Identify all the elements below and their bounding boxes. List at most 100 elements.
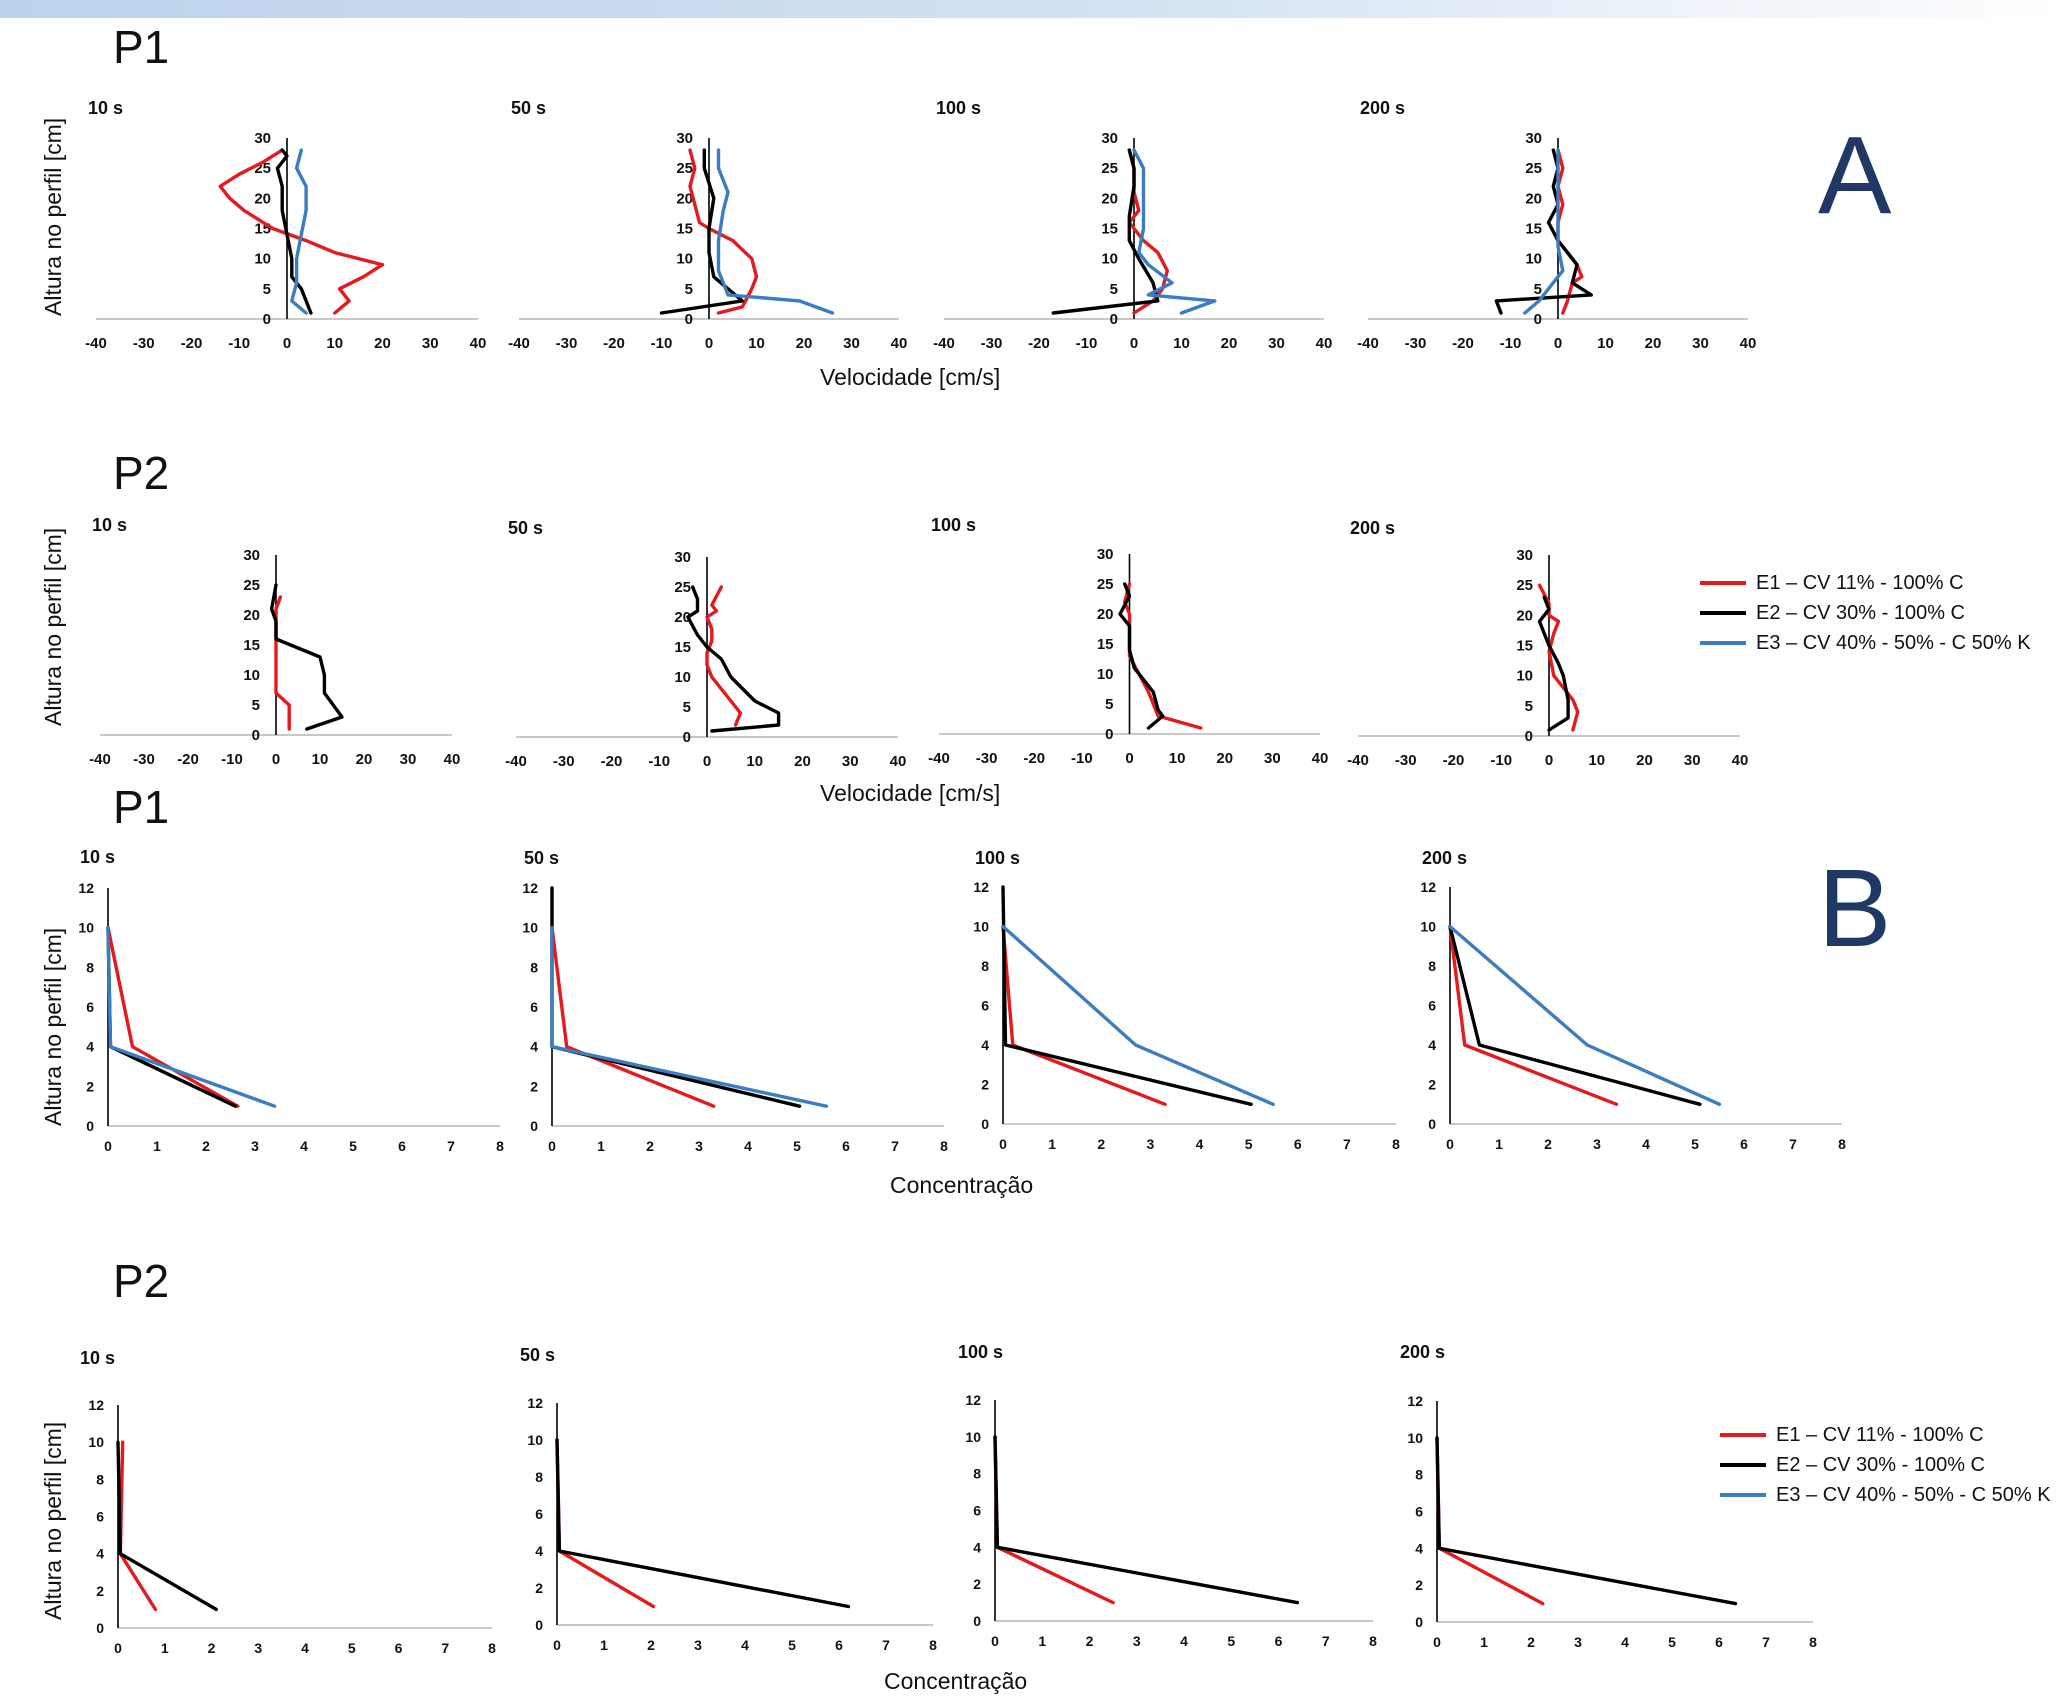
legend-label-e1: E1 – CV 11% - 100% C — [1756, 571, 1964, 594]
x-tick-label: 2 — [1097, 1136, 1105, 1152]
x-tick-label: 20 — [374, 335, 391, 352]
y-tick-label: 25 — [1097, 576, 1114, 593]
series-line-e1 — [218, 148, 385, 315]
series-line-e2 — [659, 148, 744, 315]
x-tick-label: 7 — [447, 1138, 455, 1154]
x-tick-label: 3 — [695, 1138, 703, 1154]
chart-title: 10 s — [80, 847, 115, 867]
x-tick-label: 10 — [312, 751, 329, 768]
x-tick-label: -40 — [933, 335, 955, 352]
x-tick-label: 3 — [1593, 1136, 1601, 1152]
y-tick-label: 15 — [1101, 221, 1118, 238]
x-tick-label: -30 — [556, 335, 578, 352]
y-tick-label: 8 — [530, 959, 538, 975]
x-tick-label: 6 — [1275, 1633, 1283, 1649]
x-tick-label: 4 — [744, 1138, 752, 1154]
y-tick-label: 8 — [535, 1469, 543, 1485]
x-tick-label: 0 — [283, 335, 291, 352]
chart-title: 200 s — [1350, 518, 1395, 538]
y-tick-label: 0 — [981, 1116, 989, 1132]
x-tick-label: 2 — [208, 1640, 216, 1656]
x-tick-label: 8 — [496, 1138, 504, 1154]
x-tick-label: 6 — [842, 1138, 850, 1154]
legend-item-e2: E2 – CV 30% - 100% C — [1700, 598, 2031, 628]
x-tick-label: 0 — [1545, 752, 1553, 769]
y-tick-label: 4 — [973, 1539, 981, 1555]
x-tick-label: -20 — [181, 335, 203, 352]
x-tick-label: 0 — [991, 1633, 999, 1649]
x-tick-label: 8 — [1369, 1633, 1377, 1649]
y-tick-label: 6 — [86, 999, 94, 1015]
y-tick-label: 2 — [1415, 1577, 1423, 1593]
x-tick-label: 0 — [272, 751, 280, 768]
y-tick-label: 10 — [78, 920, 94, 936]
series-line-e2 — [269, 583, 344, 731]
y-tick-label: 4 — [981, 1037, 989, 1053]
legend-label-e3: E3 – CV 40% - 50% - C 50% K — [1776, 1483, 2051, 1506]
x-tick-label: -20 — [1023, 750, 1045, 767]
x-tick-label: 4 — [1196, 1136, 1204, 1152]
y-tick-label: 12 — [973, 879, 989, 895]
series-line-e1 — [688, 148, 759, 315]
y-tick-label: 30 — [1101, 130, 1118, 147]
y-tick-label: 25 — [243, 577, 260, 594]
y-tick-label: 8 — [86, 959, 94, 975]
x-tick-label: 5 — [788, 1637, 796, 1653]
y-tick-label: 0 — [1525, 728, 1533, 745]
x-tick-label: 5 — [348, 1640, 356, 1656]
series-line-e2 — [1435, 1436, 1738, 1606]
series-line-e1 — [1537, 583, 1580, 732]
x-tick-label: -10 — [648, 753, 670, 770]
y-tick-label: 4 — [535, 1543, 543, 1559]
x-tick-label: -10 — [221, 751, 243, 768]
x-tick-label: 20 — [1216, 750, 1233, 767]
y-tick-label: 12 — [1407, 1393, 1423, 1409]
x-tick-label: 7 — [1343, 1136, 1351, 1152]
series-line-e1 — [1001, 924, 1167, 1107]
x-tick-label: 5 — [1245, 1136, 1253, 1152]
x-tick-label: -10 — [651, 335, 673, 352]
x-tick-label: 0 — [705, 335, 713, 352]
y-tick-label: 5 — [685, 281, 693, 298]
series-line-e1 — [993, 1435, 1115, 1605]
x-tick-label: 8 — [1392, 1136, 1400, 1152]
x-tick-label: -10 — [1076, 335, 1098, 352]
x-tick-label: 20 — [794, 753, 811, 770]
x-tick-label: 30 — [1684, 752, 1701, 769]
y-tick-label: 15 — [243, 637, 260, 654]
series-line-e1 — [1448, 924, 1619, 1107]
x-tick-label: 2 — [1544, 1136, 1552, 1152]
chart-title: 200 s — [1400, 1342, 1445, 1362]
x-tick-label: -20 — [603, 335, 625, 352]
x-tick-label: 30 — [422, 335, 439, 352]
y-tick-label: 10 — [1516, 668, 1533, 685]
x-tick-label: 3 — [1133, 1633, 1141, 1649]
x-tick-label: -40 — [928, 750, 950, 767]
legend-item-e2: E2 – CV 30% - 100% C — [1720, 1450, 2051, 1480]
x-tick-label: 1 — [153, 1138, 161, 1154]
legend-label-e3: E3 – CV 40% - 50% - C 50% K — [1756, 631, 2031, 654]
y-tick-label: 12 — [78, 880, 94, 896]
x-tick-label: 3 — [1146, 1136, 1154, 1152]
y-tick-label: 12 — [522, 880, 538, 896]
x-tick-label: 2 — [647, 1637, 655, 1653]
y-axis-title-concentration-p1: Altura no perfil [cm] — [40, 927, 66, 1126]
y-tick-label: 4 — [86, 1039, 94, 1055]
x-tick-label: -10 — [1490, 752, 1512, 769]
y-tick-label: 15 — [674, 639, 691, 656]
y-tick-label: 0 — [96, 1620, 104, 1636]
legend-concentration: E1 – CV 11% - 100% C E2 – CV 30% - 100% … — [1720, 1420, 2051, 1510]
chart-title: 200 s — [1422, 848, 1467, 868]
y-tick-label: 30 — [674, 549, 691, 566]
series-line-e3 — [1132, 148, 1217, 315]
x-tick-label: 4 — [1621, 1634, 1629, 1650]
y-tick-label: 10 — [243, 667, 260, 684]
x-tick-label: 1 — [597, 1138, 605, 1154]
y-tick-label: 25 — [676, 160, 693, 177]
y-tick-label: 30 — [676, 130, 693, 147]
y-tick-label: 12 — [88, 1397, 104, 1413]
x-tick-label: 40 — [1312, 750, 1329, 767]
x-tick-label: 2 — [1527, 1634, 1535, 1650]
y-tick-label: 8 — [1428, 958, 1436, 974]
x-tick-label: 4 — [1642, 1136, 1650, 1152]
